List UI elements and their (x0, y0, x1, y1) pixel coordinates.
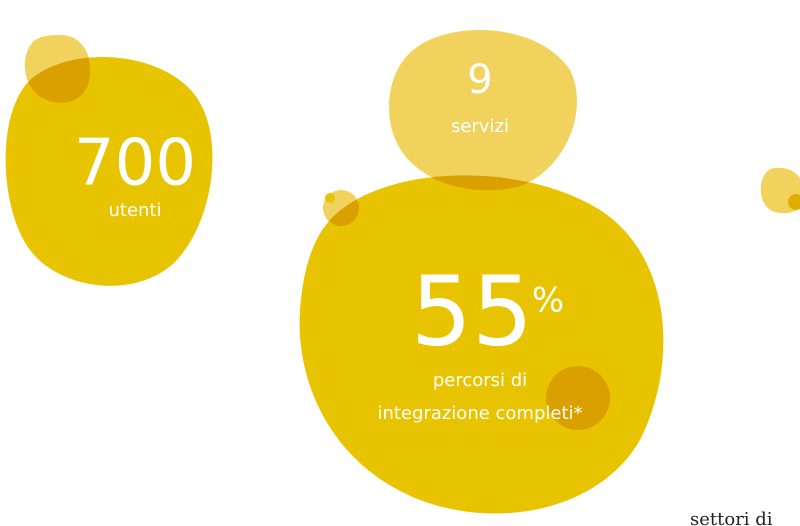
dot (325, 193, 335, 203)
dot (788, 194, 800, 210)
blob (24, 35, 91, 103)
stat-label: servizi (451, 116, 509, 137)
blob (5, 57, 213, 286)
blobs (5, 30, 800, 514)
stat-number: 9 (467, 57, 492, 103)
stat-label: percorsi di (433, 370, 527, 391)
stat-label: utenti (108, 200, 161, 221)
stat-number: 55 (411, 255, 533, 367)
stat-label: integrazione completi* (377, 403, 582, 424)
stat-unit: % (532, 281, 564, 321)
footer-text: settori di (690, 509, 773, 526)
blob (389, 30, 577, 191)
dot (546, 366, 610, 430)
stat-number: 700 (74, 127, 196, 201)
